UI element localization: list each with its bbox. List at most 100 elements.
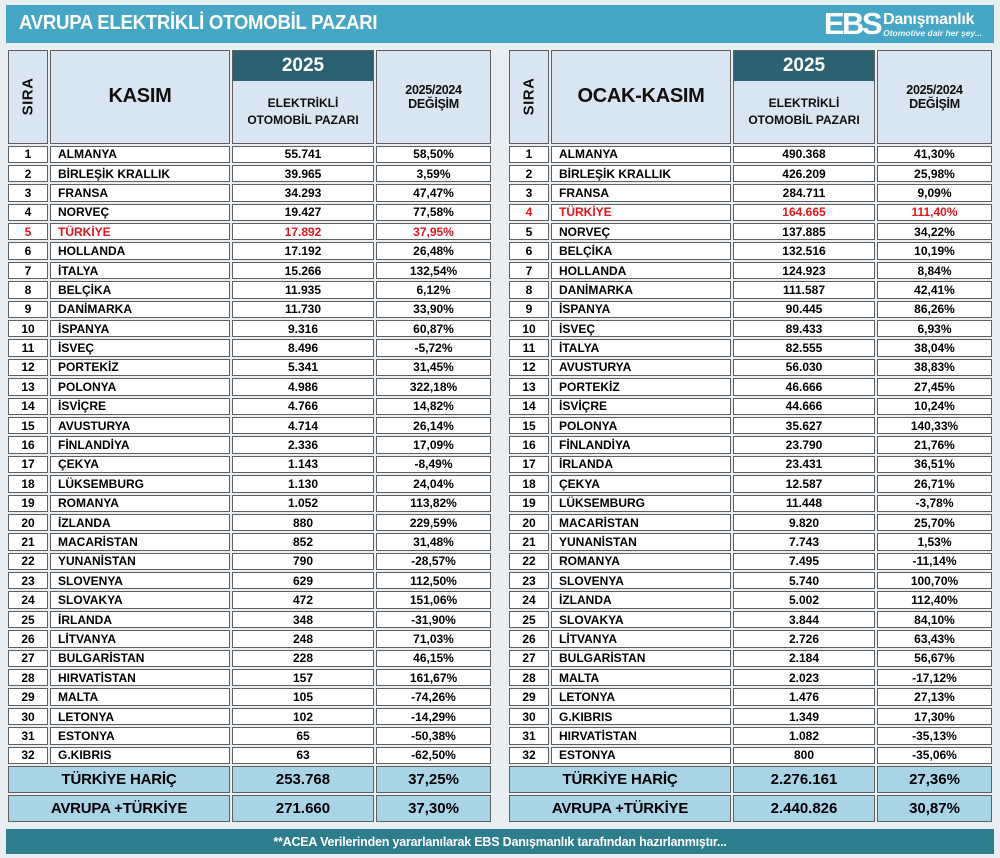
cell-change: 27,45% — [877, 378, 992, 396]
cell-change: 10,24% — [877, 397, 992, 415]
cell-value: 9.820 — [733, 513, 875, 532]
cell-rank: 26 — [509, 630, 549, 648]
cell-country: İTALYA — [50, 261, 230, 280]
table-row: 13 PORTEKİZ 46.666 27,45% — [509, 378, 992, 396]
cell-change: 24,04% — [376, 475, 491, 493]
table-row: 8 BELÇİKA 11.935 6,12% — [8, 281, 491, 299]
cell-rank: 1 — [8, 145, 48, 163]
table-row: 26 LİTVANYA 248 71,03% — [8, 630, 491, 648]
cell-change: 322,18% — [376, 378, 491, 396]
cell-change: 25,70% — [877, 513, 992, 532]
cell-change: 3,59% — [376, 164, 491, 183]
table-row: 22 YUNANİSTAN 790 -28,57% — [8, 552, 491, 571]
cell-country: LİTVANYA — [50, 630, 230, 648]
cell-rank: 7 — [8, 261, 48, 280]
cell-rank: 29 — [509, 688, 549, 706]
table-row: 3 FRANSA 284.711 9,09% — [509, 184, 992, 202]
cell-value: 800 — [733, 746, 875, 764]
cell-rank: 32 — [509, 746, 549, 764]
cell-country: ROMANYA — [50, 494, 230, 512]
cell-change: 46,15% — [376, 649, 491, 668]
cell-value: 56.030 — [733, 358, 875, 377]
cell-value: 5.002 — [733, 591, 875, 609]
cell-country: İSVEÇ — [551, 320, 731, 338]
cell-value: 124.923 — [733, 261, 875, 280]
cell-country: ALMANYA — [551, 145, 731, 163]
cell-country: İSPANYA — [551, 300, 731, 319]
cell-country: HIRVATİSTAN — [50, 669, 230, 687]
ebs-logo-text: Danışmanlık Otomotive dair her şey... — [883, 9, 982, 38]
cell-rank: 32 — [8, 746, 48, 764]
cell-country: FRANSA — [551, 184, 731, 202]
ebs-logo-tagline: Otomotive dair her şey... — [883, 28, 982, 39]
header-rank-label: SIRA — [520, 77, 538, 116]
table-row: 16 FİNLANDİYA 23.790 21,76% — [509, 436, 992, 454]
cell-value: 65 — [232, 727, 374, 745]
cell-country: İSPANYA — [50, 320, 230, 338]
cell-change: 161,67% — [376, 669, 491, 687]
cell-country: HOLLANDA — [551, 261, 731, 280]
table-row: 5 NORVEÇ 137.885 34,22% — [509, 223, 992, 241]
cell-value: 3.844 — [733, 610, 875, 629]
cell-rank: 5 — [509, 223, 549, 241]
cell-country: SLOVAKYA — [50, 591, 230, 609]
cell-country: MACARİSTAN — [50, 533, 230, 551]
header-rank: SIRA — [509, 49, 549, 144]
cell-rank: 22 — [8, 552, 48, 571]
cell-change: 8,84% — [877, 261, 992, 280]
cell-change: 1,53% — [877, 533, 992, 551]
table-row: 2 BİRLEŞİK KRALLIK 39.965 3,59% — [8, 164, 491, 183]
cell-rank: 6 — [8, 242, 48, 260]
cell-country: BİRLEŞİK KRALLIK — [50, 164, 230, 183]
cell-country: AVUSTURYA — [551, 358, 731, 377]
cell-country: SLOVENYA — [50, 572, 230, 590]
total-label: AVRUPA +TÜRKİYE — [509, 795, 731, 822]
cell-rank: 8 — [8, 281, 48, 299]
table-totals: TÜRKİYE HARİÇ 2.276.161 27,36% AVRUPA +TÜRK… — [509, 766, 992, 822]
cell-value: 1.082 — [733, 727, 875, 745]
table-row: 21 YUNANİSTAN 7.743 1,53% — [509, 533, 992, 551]
cell-value: 23.431 — [733, 455, 875, 474]
total-value: 253.768 — [232, 766, 374, 793]
cell-country: TÜRKİYE — [50, 223, 230, 241]
cell-country: LÜKSEMBURG — [50, 475, 230, 493]
ebs-logo: EBS Danışmanlık Otomotive dair her şey..… — [824, 8, 982, 39]
cell-country: LETONYA — [551, 688, 731, 706]
header-change: 2025/2024 DEĞİŞİM — [877, 49, 992, 144]
cell-change: 84,10% — [877, 610, 992, 629]
cell-country: ROMANYA — [551, 552, 731, 571]
cell-change: 6,12% — [376, 281, 491, 299]
cell-rank: 1 — [509, 145, 549, 163]
total-change: 27,36% — [877, 766, 992, 793]
cell-change: 58,50% — [376, 145, 491, 163]
cell-rank: 16 — [509, 436, 549, 454]
cell-country: PORTEKİZ — [50, 358, 230, 377]
cell-rank: 20 — [509, 513, 549, 532]
cell-change: 34,22% — [877, 223, 992, 241]
cell-change: 21,76% — [877, 436, 992, 454]
cell-rank: 13 — [509, 378, 549, 396]
cell-rank: 4 — [8, 203, 48, 222]
cell-rank: 11 — [509, 339, 549, 357]
cell-country: FİNLANDİYA — [551, 436, 731, 454]
cell-country: BİRLEŞİK KRALLIK — [551, 164, 731, 183]
table-row: 23 SLOVENYA 629 112,50% — [8, 572, 491, 590]
total-label: TÜRKİYE HARİÇ — [509, 766, 731, 793]
table-row: 6 BELÇİKA 132.516 10,19% — [509, 242, 992, 260]
cell-country: G.KIBRIS — [50, 746, 230, 764]
cell-country: POLONYA — [50, 378, 230, 396]
cell-change: 31,48% — [376, 533, 491, 551]
cell-value: 17.192 — [232, 242, 374, 260]
cell-rank: 11 — [8, 339, 48, 357]
cell-value: 39.965 — [232, 164, 374, 183]
cell-country: İSVİÇRE — [551, 397, 731, 415]
total-row: TÜRKİYE HARİÇ 2.276.161 27,36% — [509, 766, 992, 793]
cell-change: 27,13% — [877, 688, 992, 706]
cell-country: ÇEKYA — [50, 455, 230, 474]
table-row: 26 LİTVANYA 2.726 63,43% — [509, 630, 992, 648]
cell-rank: 27 — [509, 649, 549, 668]
table-row: 12 PORTEKİZ 5.341 31,45% — [8, 358, 491, 377]
total-row: AVRUPA +TÜRKİYE 2.440.826 30,87% — [509, 795, 992, 822]
cell-rank: 6 — [509, 242, 549, 260]
cell-value: 89.433 — [733, 320, 875, 338]
